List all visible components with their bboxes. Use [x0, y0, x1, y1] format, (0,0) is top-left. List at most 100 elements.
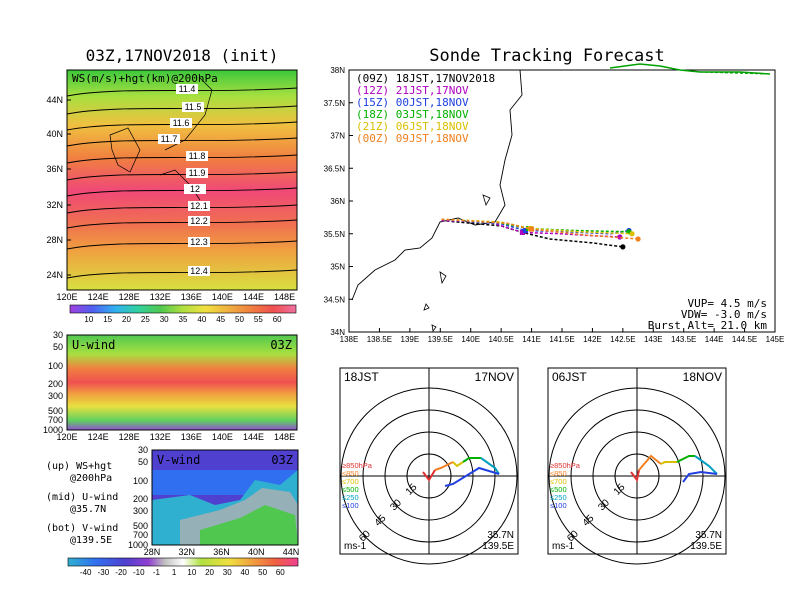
- track-legend-entry: (09Z) 18JST,17NOV2018: [356, 72, 495, 85]
- contour-label-bg: [182, 102, 204, 112]
- map-lat-tick-label: 36N: [46, 164, 63, 174]
- track-legend-entry: (00Z) 09JST,18NOV: [356, 132, 469, 145]
- vwind-lat-tick: 28N: [144, 547, 161, 557]
- map-colorbar-label: 35: [179, 315, 188, 324]
- contour-label-bg: [188, 216, 210, 226]
- vwind-p-tick: 100: [133, 476, 148, 486]
- track-lat-tick: 37.5N: [324, 99, 346, 108]
- vwind-p-tick: 1000: [128, 540, 148, 550]
- track-lon-tick: 144.5E: [732, 335, 757, 344]
- tracking-title: Sonde Tracking Forecast: [429, 46, 664, 66]
- uwind-lon-tick: 144E: [243, 432, 264, 442]
- contour-label: 12.4: [190, 266, 208, 276]
- map-colorbar-label: 40: [197, 315, 206, 324]
- hodograph-trace: [630, 469, 640, 483]
- height-contour: [66, 105, 298, 115]
- uwind-lon-tick: 132E: [150, 432, 171, 442]
- vwind-colorbar-label: 1: [172, 568, 177, 577]
- contour-label-bg: [176, 84, 198, 94]
- track-endpoint: [635, 236, 641, 242]
- track-midpoint: [529, 226, 535, 232]
- contour-label: 12.3: [190, 237, 208, 247]
- uwind-p-tick: 700: [48, 415, 63, 425]
- contour-label: 11.7: [161, 134, 178, 144]
- hodograph-date: 17NOV: [475, 370, 514, 384]
- track-lon-tick: 143E: [644, 335, 663, 344]
- track-lon-tick: 141.5E: [549, 335, 574, 344]
- map-lon-tick-label: 120E: [56, 292, 77, 302]
- vwind-colorbar: -40 -30 -20 -10 -1 1 10 20 30 40 50 60: [67, 557, 299, 577]
- track-lon-tick: 139.5E: [428, 335, 453, 344]
- hodograph-trace: [682, 470, 718, 483]
- hodograph-level-key: ≥850hPa: [342, 461, 373, 470]
- vwind-colorbar-label: -1: [153, 568, 161, 577]
- hodograph-lat: 35.7N: [695, 530, 722, 541]
- track-midpoint: [519, 229, 525, 235]
- tracking-map: (09Z) 18JST,17NOV2018(12Z) 21JST,17NOV(1…: [324, 63, 784, 344]
- map-colorbar-label: 15: [103, 315, 112, 324]
- track-lon-tick: 143.5E: [671, 335, 696, 344]
- map-colorbar-label: 10: [84, 315, 93, 324]
- vwind-colorbar-label: 40: [240, 568, 249, 577]
- map-lon-tick-label: 128E: [119, 292, 140, 302]
- contour-label: 11.5: [185, 102, 202, 112]
- track-lon-tick: 139E: [401, 335, 420, 344]
- note-mid-1: (mid) U-wind: [46, 492, 118, 503]
- hodograph-level-key: ≤500: [342, 485, 359, 494]
- hodograph-trace: [638, 454, 662, 471]
- track-series-line: [441, 218, 633, 235]
- vwind-colorbar-label: 10: [187, 568, 196, 577]
- hodograph-level-key: ≤700: [550, 477, 567, 486]
- contour-label: 12: [190, 184, 200, 194]
- uwind-label: U-wind: [72, 338, 115, 352]
- hodograph-date: 18NOV: [683, 370, 722, 384]
- uwind-p-tick: 30: [53, 330, 63, 340]
- contour-label: 11.8: [189, 151, 206, 161]
- track-lat-tick: 35N: [330, 263, 345, 272]
- vwind-colorbar-label: 50: [258, 568, 267, 577]
- hodograph-trace: [444, 466, 500, 487]
- map-lon-tick-label: 136E: [181, 292, 202, 302]
- vwind-colorbar-label: -10: [133, 568, 145, 577]
- uwind-lon-tick: 128E: [119, 432, 140, 442]
- hodograph-level-key: ≥850hPa: [550, 461, 581, 470]
- map-colorbar-label: 45: [216, 315, 225, 324]
- hodograph-level-key: ≤100: [550, 501, 567, 510]
- hodograph-trace: [422, 469, 436, 482]
- map-colorbar-label: 50: [235, 315, 244, 324]
- track-lat-tick: 36.5N: [324, 164, 346, 173]
- vwind-time: 03Z: [271, 453, 293, 467]
- vwind-p-tick: 50: [138, 457, 148, 467]
- uwind-p-tick: 1000: [43, 425, 63, 435]
- uwind-p-tick: 100: [48, 361, 63, 371]
- map-lat-tick-label: 32N: [46, 200, 63, 210]
- map-colorbar: 10 15 20 25 30 35 40 45 50 55 60: [69, 304, 297, 324]
- hodograph-unit: ms-1: [552, 541, 575, 552]
- track-lon-tick: 144E: [705, 335, 724, 344]
- contour-label-bg: [186, 151, 208, 161]
- map-colorbar-label: 55: [254, 315, 263, 324]
- hodograph-unit: ms-1: [344, 541, 367, 552]
- uwind-lon-tick: 136E: [181, 432, 202, 442]
- note-up-1: (up) WS+hgt: [46, 461, 112, 472]
- map-lon-tick-label: 132E: [150, 292, 171, 302]
- map-lat-tick-label: 44N: [46, 95, 63, 105]
- map-lon-tick-label: 148E: [274, 292, 295, 302]
- contour-label: 12.2: [190, 216, 208, 226]
- track-lon-tick: 140.5E: [488, 335, 513, 344]
- map-colorbar-label: 25: [141, 315, 150, 324]
- vdw-readout: VDW= -3.0 m/s: [681, 308, 767, 321]
- uwind-p-tick: 200: [48, 379, 63, 389]
- contour-label-bg: [186, 168, 208, 178]
- uwind-lon-tick: 120E: [56, 432, 77, 442]
- hodograph-lon: 139.5E: [690, 541, 722, 552]
- map-colorbar-label: 20: [122, 315, 131, 324]
- contour-label: 11.4: [179, 84, 196, 94]
- note-mid-2: @35.7N: [70, 504, 106, 515]
- panel-notes: (up) WS+hgt @200hPa (mid) U-wind @35.7N …: [46, 461, 118, 546]
- vwind-colorbar-label: 30: [223, 568, 232, 577]
- note-bot-1: (bot) V-wind: [46, 523, 118, 534]
